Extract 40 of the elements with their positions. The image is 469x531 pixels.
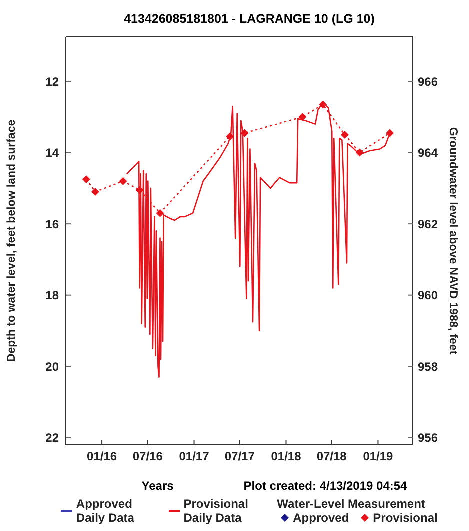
point [136, 186, 144, 194]
y2-tick-label: 962 [418, 217, 438, 232]
x-tick-label: 01/17 [179, 450, 210, 464]
legend-label: Provisional [372, 511, 438, 525]
legend-label: Provisional Daily Data [184, 497, 250, 525]
x-tick-label: 01/18 [271, 450, 302, 464]
y2-tick-label: 966 [418, 74, 438, 89]
point [119, 177, 128, 186]
point [91, 188, 100, 196]
y-tick-label: 12 [46, 74, 60, 89]
y-tick-label: 22 [46, 431, 60, 446]
x-axis-title: Years [142, 479, 174, 493]
y-tick-label: 20 [46, 360, 60, 374]
y-tick-label: 16 [46, 217, 60, 232]
point [240, 129, 249, 138]
legend-label: Approved Daily Data [76, 497, 136, 525]
point [319, 100, 328, 109]
chart-title: 413426085181801 - LAGRANGE 10 (LG 10) [123, 11, 376, 28]
point [386, 129, 394, 138]
point [82, 176, 90, 184]
point [340, 130, 349, 139]
y2-axis-title: Groundwater level above NAVD 1988, feet [446, 127, 459, 355]
legend-label: Approved [292, 511, 350, 525]
y2-tick-label: 956 [418, 431, 438, 446]
x-tick-label: 07/16 [132, 450, 164, 464]
legend-title: Water-Level Measurement [277, 497, 426, 511]
x-tick-label: 01/19 [363, 450, 394, 464]
text: Plot created: 4/13/2019 04:54 [244, 479, 408, 493]
y-tick-label: 18 [46, 288, 60, 303]
y-axis-title: Depth to water level, feet below land surface [6, 120, 18, 362]
y2-tick-label: 964 [418, 146, 438, 160]
y2-tick-label: 958 [418, 360, 438, 374]
x-tick-label: 07/18 [316, 450, 348, 464]
x-tick-label: 07/17 [224, 450, 256, 464]
point [356, 148, 364, 157]
y-tick-label: 14 [46, 146, 60, 160]
point [156, 209, 164, 218]
point [298, 113, 307, 122]
y2-tick-label: 960 [418, 288, 438, 303]
x-tick-label: 01/16 [87, 450, 118, 464]
